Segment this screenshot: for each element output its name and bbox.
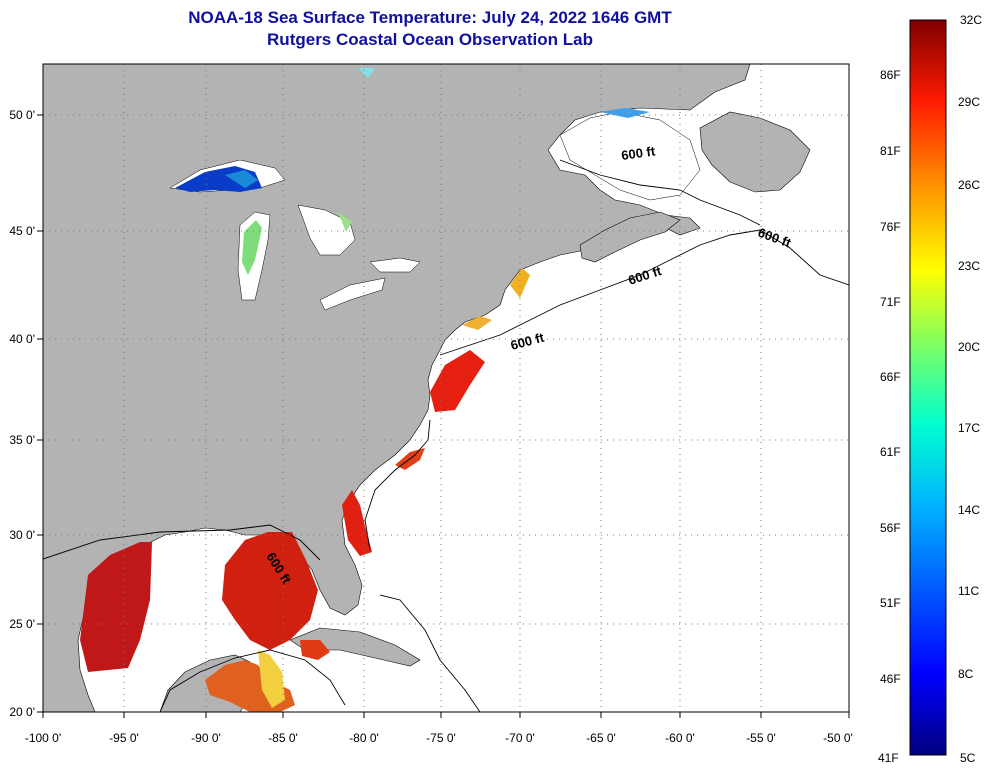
- colorbar-celsius-label: 5C: [960, 751, 976, 765]
- colorbar-celsius-label: 17C: [958, 421, 980, 435]
- lat-tick-label: 25 0': [9, 617, 35, 631]
- lon-tick-label: -70 0': [505, 731, 535, 745]
- colorbar-celsius-label: 23C: [958, 259, 980, 273]
- colorbar-celsius-label: 8C: [958, 667, 974, 681]
- colorbar-fahrenheit-label: 86F: [880, 68, 901, 82]
- sst-data-patches: [80, 68, 650, 712]
- colorbar-celsius-label: 29C: [958, 95, 980, 109]
- graticule: [43, 64, 849, 712]
- lake-erie: [319, 277, 386, 311]
- colorbar-fahrenheit-label: 46F: [880, 672, 901, 686]
- land-nova-scotia: [579, 211, 681, 263]
- colorbar-fahrenheit-label: 66F: [880, 370, 901, 384]
- colorbar-celsius-label: 26C: [958, 178, 980, 192]
- colorbar-celsius-label: 14C: [958, 503, 980, 517]
- lon-tick-label: -60 0': [665, 731, 695, 745]
- colorbar-fahrenheit-label: 56F: [880, 521, 901, 535]
- colorbar-fahrenheit-label: 76F: [880, 220, 901, 234]
- colorbar-celsius-label: 20C: [958, 340, 980, 354]
- latitude-axis: 50 0' 45 0' 40 0' 35 0' 30 0' 25 0' 20 0…: [9, 108, 43, 719]
- map-subtitle: Rutgers Coastal Ocean Observation Lab: [267, 30, 593, 49]
- lon-tick-label: -85 0': [268, 731, 298, 745]
- lake-huron: [297, 204, 356, 256]
- isobath-label: 600 ft: [620, 143, 656, 163]
- map-frame: [42, 63, 850, 713]
- longitude-axis: -100 0' -95 0' -90 0' -85 0' -80 0' -75 …: [25, 712, 853, 745]
- colorbar-gradient: [909, 19, 947, 756]
- colorbar-fahrenheit-label: 81F: [880, 144, 901, 158]
- sst-colorbar: 32C 29C 26C 23C 20C 17C 14C 11C 8C 5C 86…: [878, 13, 982, 765]
- colorbar-celsius-label: 32C: [960, 13, 982, 27]
- lon-tick-label: -50 0': [823, 731, 853, 745]
- lon-tick-label: -55 0': [746, 731, 776, 745]
- lon-tick-label: -95 0': [109, 731, 139, 745]
- lon-tick-label: -75 0': [426, 731, 456, 745]
- lon-tick-label: -90 0': [191, 731, 221, 745]
- lon-tick-label: -100 0': [25, 731, 61, 745]
- lat-tick-label: 40 0': [9, 332, 35, 346]
- colorbar-fahrenheit-label: 41F: [878, 751, 899, 765]
- land-newfoundland: [699, 111, 811, 193]
- lon-tick-label: -65 0': [586, 731, 616, 745]
- colorbar-fahrenheit-label: 61F: [880, 445, 901, 459]
- lake-ontario: [369, 257, 421, 273]
- colorbar-celsius-label: 11C: [958, 584, 979, 598]
- lat-tick-label: 20 0': [9, 705, 35, 719]
- colorbar-fahrenheit-label: 71F: [880, 295, 901, 309]
- lat-tick-label: 50 0': [9, 108, 35, 122]
- lat-tick-label: 30 0': [9, 528, 35, 542]
- lat-tick-label: 45 0': [9, 224, 35, 238]
- lon-tick-label: -80 0': [349, 731, 379, 745]
- colorbar-fahrenheit-label: 51F: [880, 596, 901, 610]
- map-title: NOAA-18 Sea Surface Temperature: July 24…: [188, 8, 672, 27]
- lat-tick-label: 35 0': [9, 433, 35, 447]
- land-north-america: [43, 64, 751, 712]
